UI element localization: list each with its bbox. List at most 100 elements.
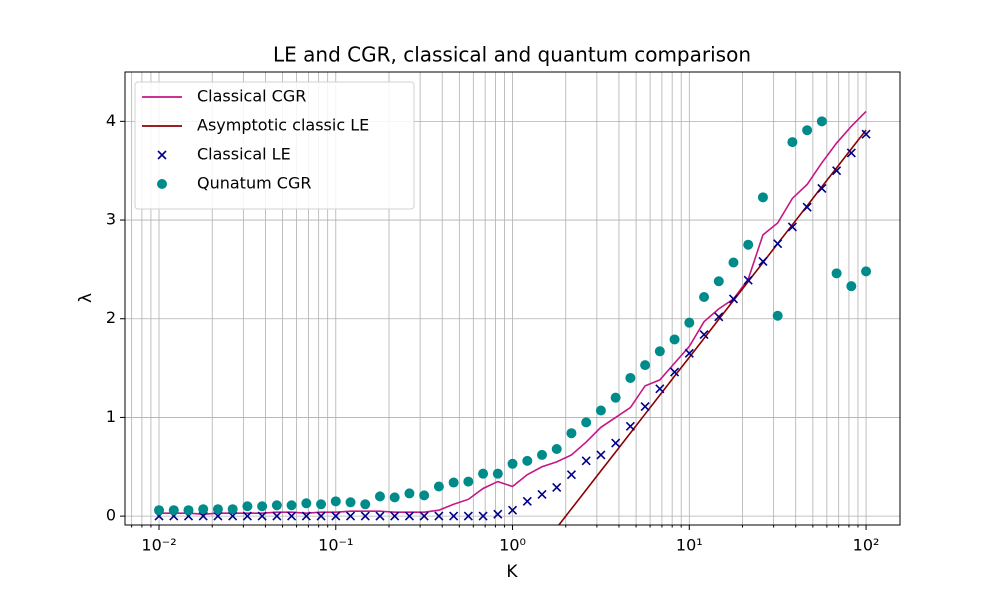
x-marker (566, 470, 577, 480)
dot-marker (286, 500, 297, 511)
x-axis-label: K (506, 562, 518, 582)
dot-marker (861, 266, 872, 277)
x-tick-label: 10¹ (676, 536, 703, 555)
x-marker (242, 511, 252, 521)
x-marker (493, 509, 503, 519)
dot-marker (227, 504, 238, 515)
x-marker (581, 456, 591, 466)
x-marker (434, 511, 444, 521)
dot-marker (772, 310, 783, 321)
legend-swatch (157, 179, 167, 189)
dot-marker (389, 492, 400, 503)
y-tick-label: 0 (106, 506, 116, 525)
x-marker (670, 367, 680, 377)
dot-marker (154, 505, 165, 516)
x-marker (861, 129, 871, 139)
x-marker (419, 511, 429, 521)
dot-marker (802, 125, 813, 136)
legend-label: Qunatum CGR (197, 174, 311, 193)
dot-marker (448, 477, 459, 488)
dot-marker (816, 116, 827, 127)
dot-marker (463, 476, 474, 487)
x-marker (802, 202, 812, 212)
legend: Classical CGR Asymptotic classic LE Classi… (134, 81, 415, 210)
x-tick-label: 10⁰ (499, 536, 526, 555)
dot-marker (684, 317, 695, 328)
dot-marker (551, 444, 562, 455)
dot-marker (699, 292, 710, 303)
dot-marker (846, 281, 857, 292)
legend-swatch (157, 150, 167, 160)
dot-marker (257, 501, 268, 512)
dot-marker (743, 239, 754, 250)
legend-box (134, 81, 415, 210)
dot-marker (728, 257, 739, 268)
dot-marker (168, 505, 179, 516)
dot-marker (595, 405, 606, 416)
x-marker (272, 511, 282, 521)
dot-marker (198, 504, 209, 515)
x-marker (375, 511, 385, 521)
x-marker (301, 511, 311, 521)
y-tick-label: 4 (106, 111, 116, 130)
x-marker (345, 511, 356, 521)
dot-marker (183, 505, 194, 516)
legend-label: Classical LE (197, 145, 291, 164)
legend-label: Classical CGR (197, 87, 306, 106)
x-marker (404, 511, 414, 521)
x-marker (449, 511, 459, 521)
x-marker (331, 511, 341, 521)
dot-marker (271, 500, 282, 511)
x-marker (743, 275, 753, 285)
x-marker (287, 511, 297, 521)
ticks: 10⁻² 10⁻¹ 10⁰ 10¹ 10² 0 1 2 3 4 (106, 111, 880, 555)
x-marker (758, 256, 768, 267)
dot-marker (478, 468, 489, 479)
x-marker (507, 505, 518, 515)
x-marker (832, 166, 842, 176)
dot-marker (713, 276, 724, 287)
x-marker (552, 482, 562, 493)
dot-marker (433, 481, 444, 492)
legend-label: Asymptotic classic LE (197, 116, 369, 135)
dot-marker (640, 360, 651, 371)
dot-marker (330, 496, 341, 507)
x-marker (699, 329, 709, 340)
dot-marker (757, 192, 768, 203)
x-marker (714, 312, 724, 322)
x-marker (463, 511, 473, 521)
dot-marker (360, 499, 371, 510)
x-tick-label: 10⁻¹ (318, 536, 353, 555)
x-marker (787, 222, 797, 232)
x-marker (596, 450, 606, 460)
dot-marker (404, 488, 415, 499)
x-marker (684, 348, 694, 358)
dot-marker (301, 498, 312, 509)
x-marker (522, 496, 532, 506)
y-axis-label: λ (76, 293, 96, 303)
dot-marker (581, 417, 592, 428)
x-marker (228, 511, 238, 521)
dot-marker (654, 346, 665, 357)
x-marker (611, 438, 621, 448)
x-marker (537, 489, 547, 499)
x-marker (625, 421, 635, 431)
x-marker (773, 239, 783, 249)
dot-marker (507, 458, 518, 469)
dot-marker (419, 490, 430, 501)
series-line (557, 129, 867, 525)
dot-marker (669, 334, 680, 345)
x-marker (640, 402, 650, 412)
dot-marker (537, 449, 548, 460)
chart-title: LE and CGR, classical and quantum compar… (273, 43, 751, 67)
dot-marker (316, 499, 327, 510)
y-tick-label: 1 (106, 407, 116, 426)
dot-marker (242, 501, 253, 512)
plot-area (154, 110, 872, 525)
x-marker (257, 511, 267, 521)
x-marker (478, 511, 488, 521)
x-marker (213, 511, 223, 521)
dot-marker (374, 491, 385, 502)
dot-marker (610, 392, 621, 403)
